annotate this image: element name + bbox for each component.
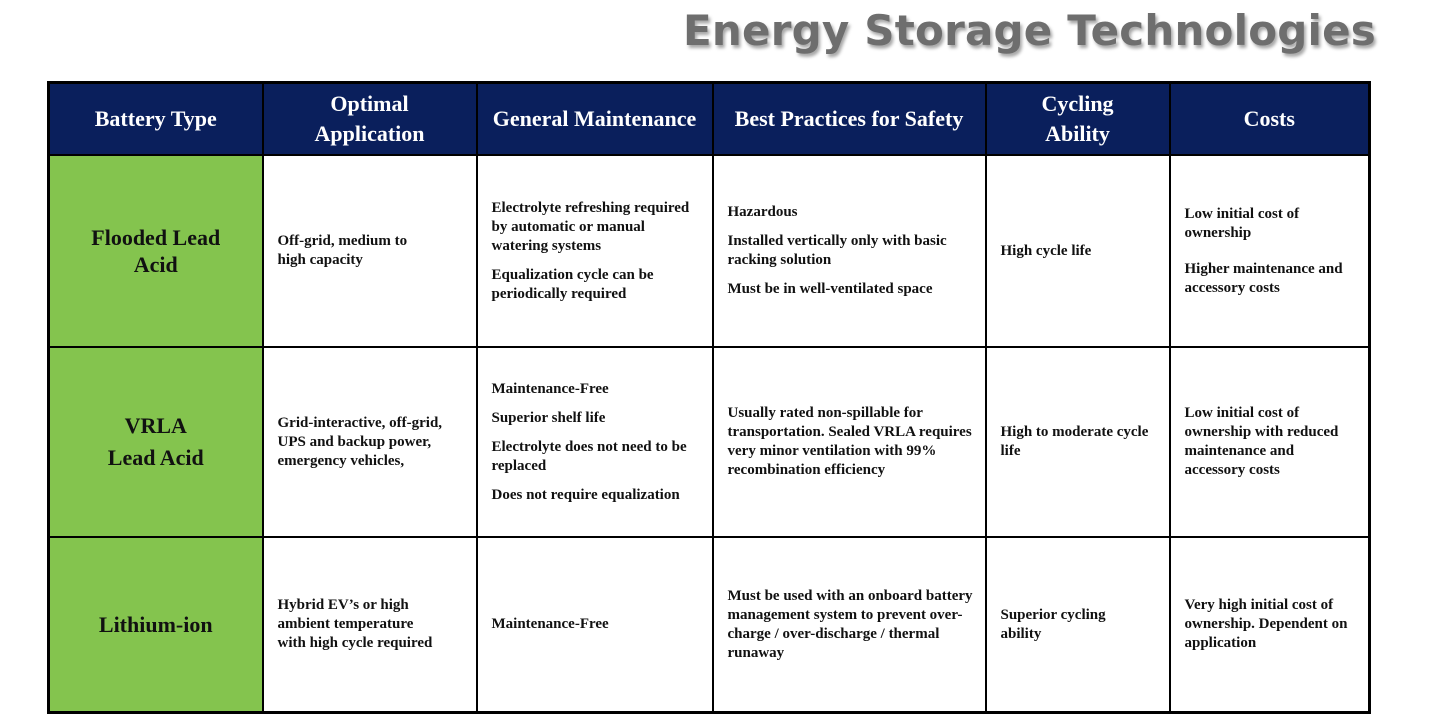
table-row: VRLA Lead Acid Grid-interactive, off-grid…: [47, 346, 1371, 539]
safety-cell: Usually rated non-spillable for transpor…: [711, 346, 987, 539]
cycling-cell: High to moderate cycle life: [984, 346, 1171, 539]
header-costs: Costs: [1168, 81, 1371, 156]
header-best-practices-safety: Best Practices for Safety: [711, 81, 987, 156]
battery-type-cell: Flooded Lead Acid: [47, 153, 264, 349]
costs-cell: Very high initial cost of ownership. Dep…: [1168, 536, 1371, 714]
cycling-cell: Superior cycling ability: [984, 536, 1171, 714]
costs-cell: Low initial cost of ownership with reduc…: [1168, 346, 1371, 539]
costs-cell: Low initial cost of ownership Higher main…: [1168, 153, 1371, 349]
header-optimal-application: Optimal Application: [261, 81, 478, 156]
maintenance-cell: Maintenance-Free Superior shelf life Elect…: [475, 346, 714, 539]
header-battery-type: Battery Type: [47, 81, 264, 156]
cycling-cell: High cycle life: [984, 153, 1171, 349]
table-row: Lithium-ion Hybrid EV’s or high ambient …: [47, 536, 1371, 714]
header-general-maintenance: General Maintenance: [475, 81, 714, 156]
application-cell: Off-grid, medium to high capacity: [261, 153, 478, 349]
battery-type-cell: Lithium-ion: [47, 536, 264, 714]
header-cycling-ability: Cycling Ability: [984, 81, 1171, 156]
table-row: Flooded Lead Acid Off-grid, medium to hig…: [47, 153, 1371, 349]
battery-type-cell: VRLA Lead Acid: [47, 346, 264, 539]
application-cell: Hybrid EV’s or high ambient temperature …: [261, 536, 478, 714]
safety-cell: Must be used with an onboard battery man…: [711, 536, 987, 714]
maintenance-cell: Maintenance-Free: [475, 536, 714, 714]
header-row: Battery Type Optimal Application General…: [47, 81, 1371, 156]
energy-storage-table: Battery Type Optimal Application General…: [47, 81, 1371, 714]
maintenance-cell: Electrolyte refreshing required by autom…: [475, 153, 714, 349]
application-cell: Grid-interactive, off-grid, UPS and back…: [261, 346, 478, 539]
page-title: Energy Storage Technologies: [683, 6, 1376, 55]
safety-cell: Hazardous Installed vertically only with …: [711, 153, 987, 349]
